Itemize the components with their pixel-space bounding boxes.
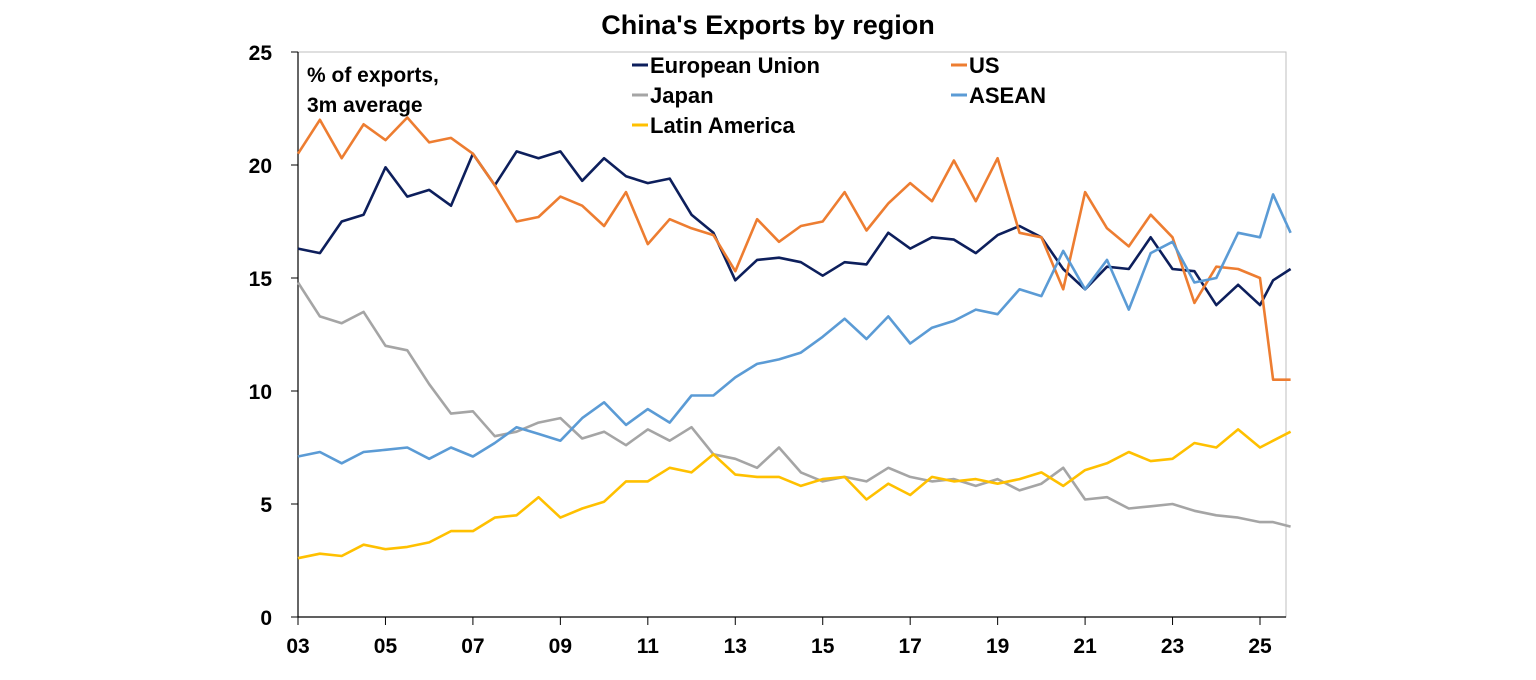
x-axis: 03 05 07 09 11 13 15 17 19 21 23 25 <box>286 616 1286 658</box>
series-line-us <box>296 116 1291 382</box>
x-tick-label: 21 <box>1073 635 1097 658</box>
legend-label-japan: Japan <box>650 83 714 108</box>
y-tick-label: 15 <box>249 268 273 291</box>
series-lines <box>296 116 1292 560</box>
y-tick-label: 5 <box>260 494 272 517</box>
y-tick-label: 0 <box>260 607 272 630</box>
x-tick-label: 17 <box>899 635 922 658</box>
series-line-european-union <box>297 150 1292 307</box>
y-tick-label: 10 <box>249 381 272 404</box>
legend-label-us: US <box>969 53 1000 78</box>
legend-label-asean: ASEAN <box>969 83 1046 108</box>
x-tick-label: 07 <box>461 635 484 658</box>
x-tick-label: 03 <box>286 635 309 658</box>
x-tick-label: 15 <box>811 635 835 658</box>
units-note-line-1: % of exports, <box>307 64 439 87</box>
x-tick-label: 05 <box>374 635 398 658</box>
y-tick-label: 20 <box>249 155 272 178</box>
y-tick-label: 25 <box>249 42 273 65</box>
x-tick-label: 23 <box>1161 635 1184 658</box>
series-line-latin-america <box>297 428 1292 560</box>
series-line-japan <box>296 281 1291 528</box>
legend: European Union US Japan ASEAN Latin America <box>632 53 1046 138</box>
chart-title: China's Exports by region <box>601 10 934 40</box>
x-tick-label: 19 <box>986 635 1009 658</box>
series-line-asean <box>297 193 1292 465</box>
x-tick-label: 25 <box>1248 635 1272 658</box>
x-tick-label: 11 <box>637 635 660 658</box>
units-note-line-2: 3m average <box>307 94 423 117</box>
legend-label-latin-america: Latin America <box>650 113 795 138</box>
legend-label-european-union: European Union <box>650 53 820 78</box>
y-axis: 0 5 10 15 20 25 <box>249 42 299 630</box>
x-tick-label: 09 <box>549 635 572 658</box>
x-tick-label: 13 <box>724 635 747 658</box>
